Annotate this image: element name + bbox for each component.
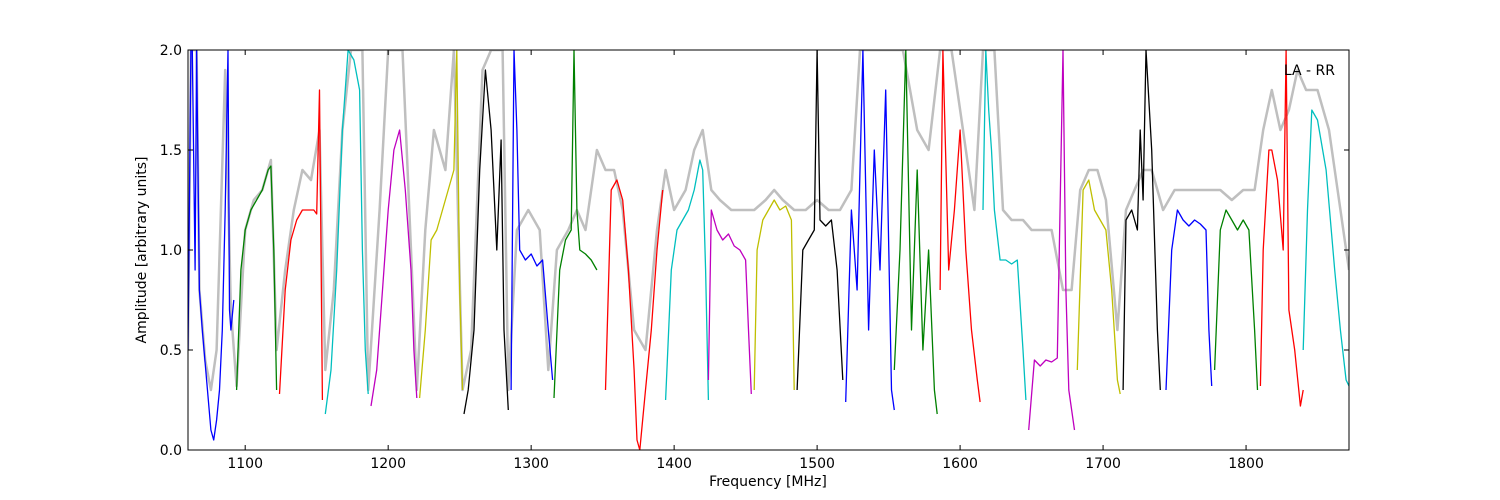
x-tick-label: 1600 [942, 456, 978, 472]
series-line-25 [1302, 109, 1349, 387]
x-tick-label: 1100 [227, 456, 263, 472]
series-line-24 [1259, 50, 1304, 407]
x-axis-ticks: 1100 1200 1300 1400 1500 1600 1700 1800 [227, 50, 1264, 472]
series-line-1 [188, 50, 235, 441]
x-tick-label: 1200 [370, 456, 406, 472]
y-tick-label: 1.0 [160, 243, 182, 259]
series-line-11 [664, 159, 710, 401]
series-line-22 [1165, 209, 1213, 391]
chart-annotation: LA - RR [1284, 63, 1335, 79]
series-line-2 [235, 165, 278, 391]
x-tick-label: 1700 [1085, 456, 1121, 472]
reference-band-layer [188, 50, 1349, 392]
x-tick-label: 1300 [513, 456, 549, 472]
x-tick-label: 1800 [1228, 456, 1264, 472]
series-line-14 [796, 50, 844, 391]
y-axis-label: Amplitude [arbitrary units] [134, 157, 150, 344]
series-line-12 [707, 209, 752, 395]
series-line-6 [418, 50, 464, 399]
x-tick-label: 1400 [656, 456, 692, 472]
series-line-4 [324, 50, 369, 415]
series-line-7 [463, 69, 509, 415]
series-line-19 [1028, 50, 1076, 431]
series-line-23 [1213, 209, 1259, 391]
x-tick-label: 1500 [799, 456, 835, 472]
series-line-13 [753, 199, 795, 391]
series-line-10 [604, 179, 664, 450]
series-line-20 [1076, 179, 1121, 395]
y-axis-ticks: 0.0 0.5 1.0 1.5 2.0 [160, 43, 1349, 459]
series-line-8 [510, 50, 554, 391]
reference-band [188, 50, 1349, 392]
series-line-15 [845, 50, 895, 411]
series-line-3 [278, 89, 324, 401]
y-tick-label: 0.0 [160, 443, 182, 459]
series-line-16 [893, 50, 938, 415]
series-layer [188, 50, 1349, 450]
y-tick-label: 0.5 [160, 343, 182, 359]
y-tick-label: 2.0 [160, 43, 182, 59]
x-axis-label: Frequency [MHz] [709, 474, 827, 490]
series-line-18 [982, 50, 1027, 401]
series-line-17 [939, 50, 981, 403]
series-line-21 [1122, 50, 1161, 391]
y-tick-label: 1.5 [160, 143, 182, 159]
series-line-5 [370, 129, 418, 407]
series-line-9 [553, 50, 598, 399]
